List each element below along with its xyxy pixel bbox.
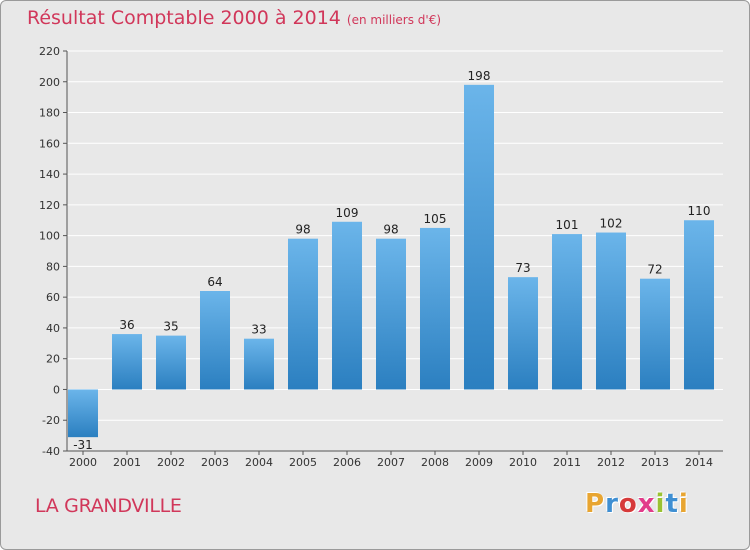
logo-letter: P xyxy=(585,489,606,519)
y-tick-label: 40 xyxy=(46,322,60,335)
x-tick-label: 2004 xyxy=(245,456,273,469)
bar-2010[interactable] xyxy=(508,277,538,390)
y-tick-label: 160 xyxy=(39,137,60,150)
bar-2009[interactable] xyxy=(464,84,494,390)
bar-2003[interactable] xyxy=(200,291,230,390)
bar-2011[interactable] xyxy=(552,234,582,390)
chart-title: Résultat Comptable 2000 à 2014 (en millie… xyxy=(27,7,441,29)
y-axis: -40 -20 0 20 40 60 80 100 120 140 160 180 200 220 xyxy=(39,45,723,458)
bar-2013[interactable] xyxy=(640,278,670,390)
bar-2007[interactable] xyxy=(376,238,406,390)
bar-value-label: -31 xyxy=(73,438,93,452)
y-tick-label: 220 xyxy=(39,45,60,58)
y-tick-label: 200 xyxy=(39,76,60,89)
chart-subtitle: (en milliers d'€) xyxy=(346,13,442,27)
logo-letter: i xyxy=(678,489,689,519)
bar-value-label: 105 xyxy=(424,212,447,226)
logo-letter: t xyxy=(665,489,679,519)
bar-value-label: 36 xyxy=(119,318,134,332)
bar-value-label: 110 xyxy=(688,204,711,218)
x-tick-label: 2009 xyxy=(465,456,493,469)
bar-2002[interactable] xyxy=(156,335,186,390)
bar-value-label: 64 xyxy=(207,275,222,289)
x-tick-label: 2011 xyxy=(553,456,581,469)
y-tick-label: 80 xyxy=(46,260,60,273)
bar-value-label: 72 xyxy=(647,263,662,277)
x-tick-label: 2007 xyxy=(377,456,405,469)
x-tick-label: 2013 xyxy=(641,456,669,469)
bar-value-label: 102 xyxy=(600,217,623,231)
bar-chart: -40 -20 0 20 40 60 80 100 120 140 160 180 200 220 -31… xyxy=(39,45,723,469)
bar-2008[interactable] xyxy=(420,227,450,390)
x-tick-label: 2002 xyxy=(157,456,185,469)
y-tick-label: 120 xyxy=(39,199,60,212)
bar-value-label: 98 xyxy=(295,223,310,237)
logo-letter: x xyxy=(637,489,656,519)
bar-2005[interactable] xyxy=(288,238,318,390)
y-tick-label: -20 xyxy=(42,414,60,427)
bar-2001[interactable] xyxy=(112,334,142,390)
x-tick-label: 2001 xyxy=(113,456,141,469)
y-tick-label: -40 xyxy=(42,445,60,458)
y-tick-label: 140 xyxy=(39,168,60,181)
x-tick-label: 2000 xyxy=(69,456,97,469)
bar-2000[interactable] xyxy=(68,389,98,438)
bar-value-label: 109 xyxy=(336,206,359,220)
x-tick-label: 2008 xyxy=(421,456,449,469)
x-tick-label: 2014 xyxy=(685,456,713,469)
proxiti-logo[interactable]: Proxiti xyxy=(585,489,689,519)
place-name: LA GRANDVILLE xyxy=(35,495,182,517)
bar-2014[interactable] xyxy=(684,220,714,390)
bar-2012[interactable] xyxy=(596,232,626,390)
bar-2006[interactable] xyxy=(332,221,362,390)
bar-value-label: 101 xyxy=(556,218,579,232)
chart-title-text: Résultat Comptable 2000 à 2014 xyxy=(27,7,341,29)
x-tick-label: 2006 xyxy=(333,456,361,469)
bar-2004[interactable] xyxy=(244,338,274,390)
x-tick-label: 2010 xyxy=(509,456,537,469)
bars: -31 36 35 64 33 98 109 98 105 198 73 101 102 72 110 xyxy=(68,69,714,452)
bar-value-label: 33 xyxy=(251,323,266,337)
y-tick-label: 100 xyxy=(39,230,60,243)
bar-value-label: 98 xyxy=(383,223,398,237)
logo-letter: i xyxy=(655,489,666,519)
x-tick-label: 2012 xyxy=(597,456,625,469)
bar-value-label: 35 xyxy=(163,320,178,334)
x-tick-label: 2003 xyxy=(201,456,229,469)
y-tick-label: 60 xyxy=(46,291,60,304)
logo-letter: r xyxy=(605,489,619,519)
x-axis: 2000 2001 2002 2003 2004 2005 2006 2007 2008 2009… xyxy=(69,451,713,469)
y-tick-label: 0 xyxy=(53,383,60,396)
bar-value-label: 73 xyxy=(515,261,530,275)
y-tick-label: 180 xyxy=(39,107,60,120)
logo-letter: o xyxy=(618,489,638,519)
x-tick-label: 2005 xyxy=(289,456,317,469)
y-tick-label: 20 xyxy=(46,353,60,366)
bar-value-label: 198 xyxy=(468,69,491,83)
